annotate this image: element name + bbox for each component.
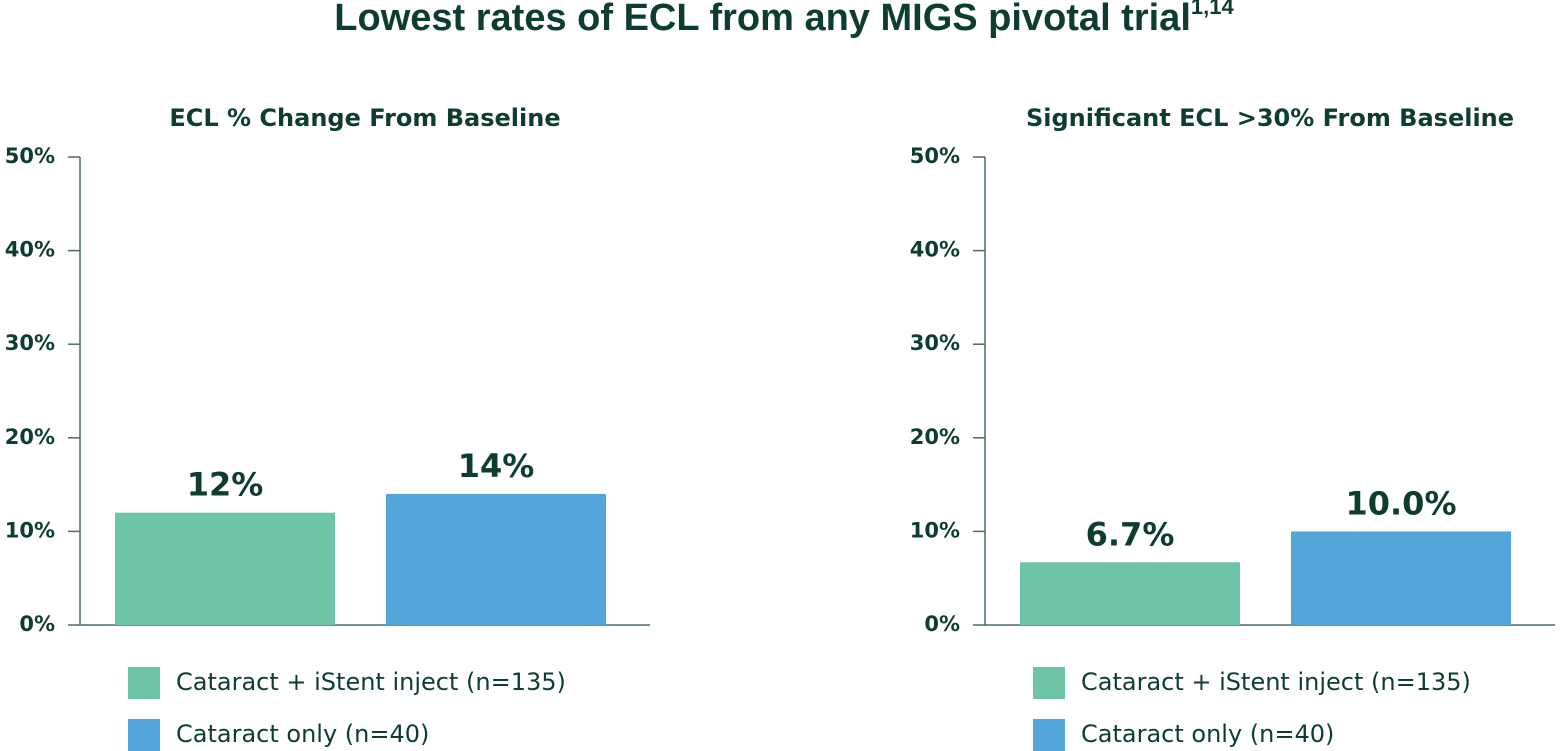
legend-label: Cataract + iStent inject (n=135): [1081, 668, 1471, 696]
bar: [115, 512, 335, 625]
title-superscript: 1,14: [1191, 0, 1235, 19]
bar: [1291, 531, 1511, 625]
value-label: 6.7%: [1086, 515, 1175, 553]
chart-subtitle: Significant ECL >30% From Baseline: [1026, 104, 1514, 132]
bar: [386, 493, 606, 625]
legend-swatch: [1033, 667, 1065, 699]
value-label: 10.0%: [1345, 484, 1456, 522]
legend-swatch: [1033, 719, 1065, 751]
y-tick-label: 10%: [5, 518, 55, 542]
legend-swatch: [128, 719, 160, 751]
y-tick-label: 50%: [910, 144, 960, 168]
y-tick-label: 0%: [19, 612, 55, 636]
legend-label: Cataract only (n=40): [176, 720, 429, 748]
page-title: Lowest rates of ECL from any MIGS pivota…: [334, 0, 1234, 39]
y-tick-label: 40%: [5, 238, 55, 262]
y-tick-label: 20%: [910, 425, 960, 449]
legend-swatch: [128, 667, 160, 699]
y-tick-label: 40%: [910, 238, 960, 262]
y-tick-label: 50%: [5, 144, 55, 168]
title-text: Lowest rates of ECL from any MIGS pivota…: [334, 0, 1191, 39]
y-tick-label: 20%: [5, 425, 55, 449]
bar: [1020, 562, 1240, 625]
legend-label: Cataract only (n=40): [1081, 720, 1334, 748]
y-tick-label: 30%: [5, 331, 55, 355]
value-label: 12%: [187, 466, 264, 504]
y-tick-label: 0%: [924, 612, 960, 636]
y-tick-label: 30%: [910, 331, 960, 355]
chart-subtitle: ECL % Change From Baseline: [169, 104, 560, 132]
value-label: 14%: [458, 447, 535, 485]
y-tick-label: 10%: [910, 518, 960, 542]
legend-label: Cataract + iStent inject (n=135): [176, 668, 566, 696]
